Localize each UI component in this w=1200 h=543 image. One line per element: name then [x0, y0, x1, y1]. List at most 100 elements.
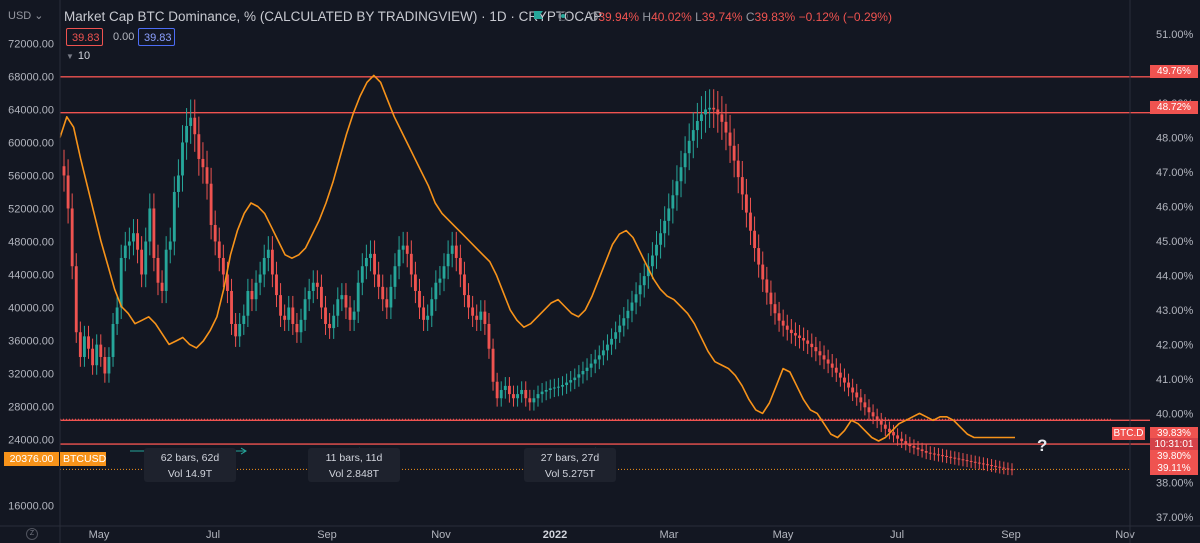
candle-body [961, 459, 965, 461]
candle-body [875, 416, 879, 421]
candle-body [634, 294, 638, 303]
candle-body [802, 338, 806, 341]
candle-body [164, 249, 168, 291]
measure-arrow-head [240, 447, 247, 455]
candle-body [638, 285, 642, 295]
candle-body [487, 323, 491, 349]
question-annotation[interactable]: ? [1037, 436, 1048, 455]
candle-body [581, 371, 585, 375]
candle-body [814, 347, 818, 352]
candle-body [83, 336, 86, 357]
collapse-triangle-icon: ▼ [66, 52, 74, 61]
visibility-icon[interactable] [558, 11, 568, 21]
candle-body [91, 348, 95, 366]
candle-body [99, 344, 103, 357]
candle-body [642, 276, 646, 286]
right-axis-tick-label: 48.00% [1156, 133, 1194, 145]
candle-body [336, 299, 340, 316]
time-axis-tick-label: May [773, 529, 794, 541]
candle-body [234, 323, 238, 337]
measure-annotation-3[interactable]: 27 bars, 27d Vol 5.275T [524, 448, 616, 482]
candle-body [458, 257, 462, 275]
left-axis-tick-label: 48000.00 [8, 236, 54, 248]
candle-body [430, 299, 434, 316]
buy-price-pill[interactable]: 39.83 [138, 28, 175, 46]
candle-body [855, 392, 859, 398]
measure-annotation-2[interactable]: 11 bars, 11d Vol 2.848T [308, 448, 400, 482]
candle-body [606, 344, 609, 351]
candle-body [920, 449, 924, 452]
candle-body [409, 253, 413, 275]
candle-body [781, 320, 785, 326]
left-axis-tick-label: 16000.00 [8, 500, 54, 512]
candle-body [744, 194, 748, 213]
time-axis-tick-label: 2022 [543, 529, 567, 541]
candle-body [883, 424, 887, 429]
measure-annotation-1[interactable]: 62 bars, 62d Vol 14.9T [144, 448, 236, 482]
candle-body [185, 125, 189, 143]
volume-indicator-label[interactable]: ▼ 10 [66, 50, 91, 62]
candle-body [524, 389, 528, 399]
candle-body [87, 336, 90, 349]
candle-body [565, 382, 569, 386]
candle-body [834, 367, 838, 373]
left-axis-tick-label: 60000.00 [8, 137, 54, 149]
candle-body [266, 249, 270, 258]
candle-body [622, 318, 626, 326]
left-axis-tick-label: 28000.00 [8, 401, 54, 413]
currency-selector[interactable]: USD ⌄ [8, 10, 44, 22]
candle-body [475, 315, 479, 320]
left-axis-tick-label: 52000.00 [8, 203, 54, 215]
btcusd-symbol-tag: BTCUSD [59, 452, 106, 466]
candle-body [393, 266, 397, 287]
candle-body [356, 282, 360, 312]
level-tag-3911: 39.11% [1150, 462, 1198, 475]
candle-body [258, 274, 262, 283]
candle-body [275, 274, 278, 296]
candle-body [262, 257, 266, 275]
candle-body [924, 451, 928, 453]
zoom-icon[interactable]: Z [26, 528, 38, 540]
level-tag-4872: 48.72% [1150, 101, 1198, 114]
candle-body [507, 385, 511, 395]
candle-body [618, 325, 622, 333]
candle-body [352, 311, 356, 320]
candle-body [818, 351, 822, 356]
ohlc-readout: O39.94% H40.02% L39.74% C39.83% −0.12% (… [589, 10, 892, 24]
chevron-down-icon: ⌄ [34, 10, 44, 22]
candle-body [250, 290, 254, 300]
flag-icon[interactable] [533, 10, 544, 21]
candle-body [789, 329, 793, 334]
candle-body [679, 167, 683, 182]
candle-body [381, 286, 385, 300]
time-axis-tick-label: May [89, 529, 110, 541]
candle-body [871, 412, 875, 417]
left-axis-tick-label: 64000.00 [8, 104, 54, 116]
candle-body [691, 130, 695, 141]
candle-body [123, 245, 127, 258]
btcd-series-line [59, 74, 1015, 442]
candle-body [217, 241, 221, 258]
candle-body [912, 446, 916, 448]
chart-header: USD ⌄ Market Cap BTC Dominance, % (CALCU… [0, 0, 1130, 24]
candle-body [986, 464, 989, 466]
candle-body [299, 319, 303, 333]
sell-price-pill[interactable]: 39.83 [66, 28, 103, 46]
candle-body [593, 359, 597, 364]
candle-body [107, 356, 111, 374]
chart-title: Market Cap BTC Dominance, % (CALCULATED … [64, 9, 603, 24]
candle-body [712, 107, 716, 110]
candle-body [499, 389, 503, 399]
candle-body [867, 407, 871, 413]
candle-body [230, 290, 233, 324]
candle-body [373, 253, 376, 275]
candle-body [957, 458, 961, 460]
candle-body [279, 295, 282, 316]
candle-body [908, 443, 912, 447]
candle-body [324, 307, 327, 324]
candle-body [413, 274, 417, 291]
candle-body [348, 307, 352, 320]
candle-body [246, 290, 250, 316]
candle-body [479, 311, 483, 320]
